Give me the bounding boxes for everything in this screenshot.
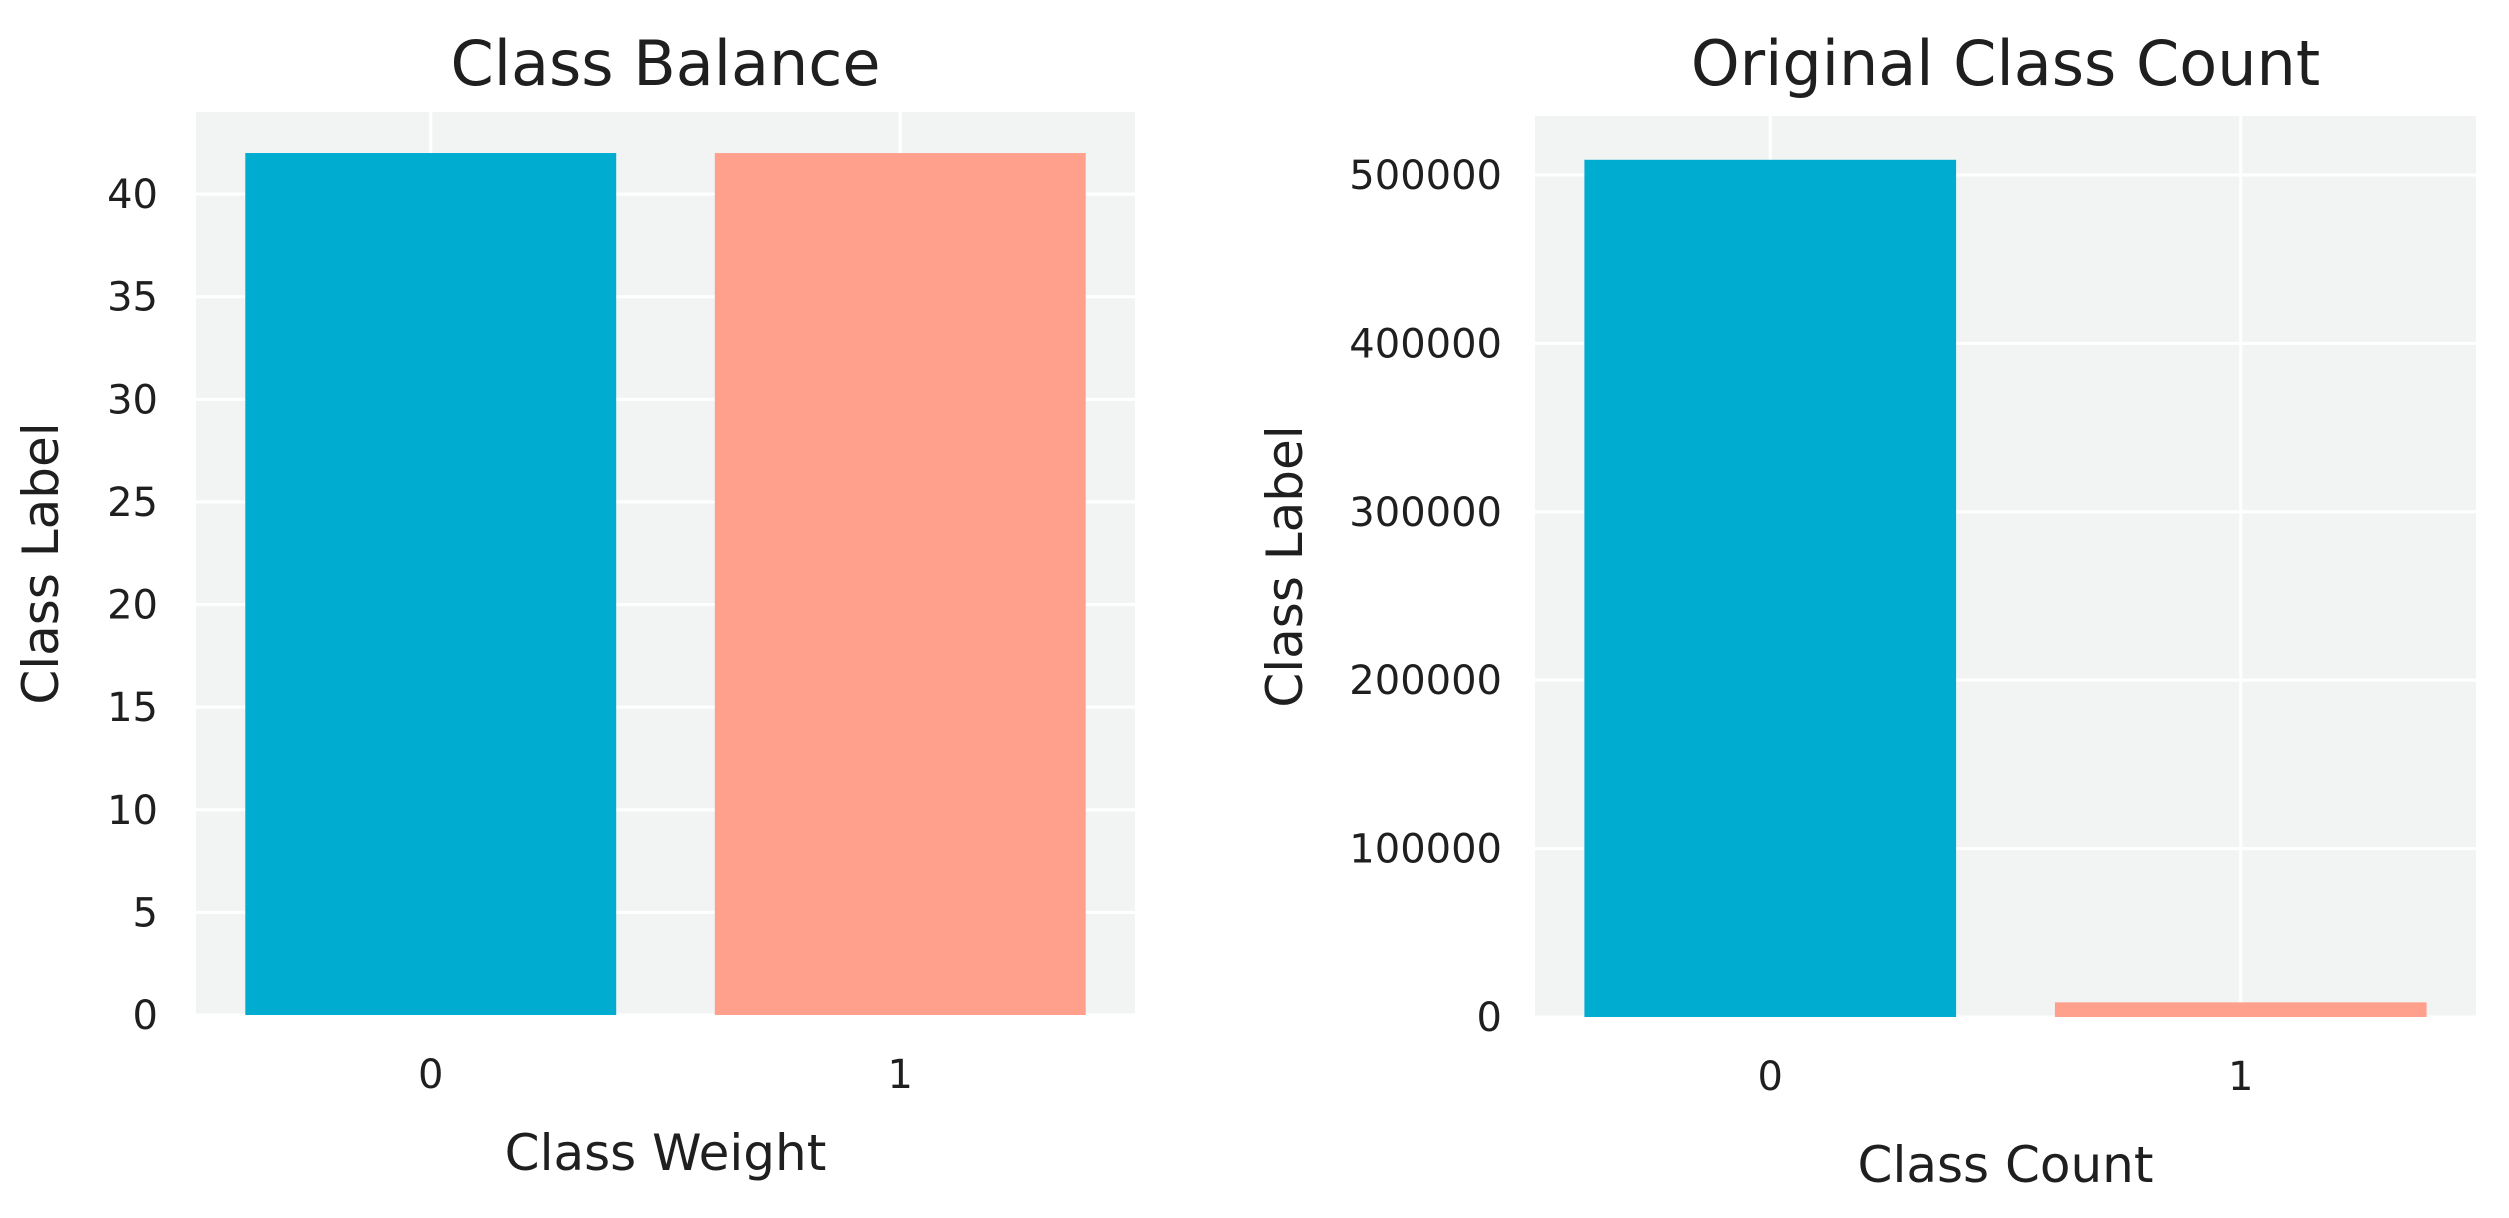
y-tick-label: 15 — [107, 685, 158, 731]
bar-0 — [245, 153, 617, 1015]
y-tick-label: 0 — [1477, 995, 1502, 1041]
y-tick-label: 400000 — [1349, 321, 1502, 367]
bar-1 — [714, 153, 1086, 1015]
y-tick-label: 0 — [133, 993, 158, 1039]
y-tick-label: 35 — [107, 275, 158, 321]
y-tick-label: 20 — [107, 583, 158, 629]
y-axis-label: Class Label — [12, 422, 70, 704]
y-tick-label: 10 — [107, 788, 158, 834]
x-tick-label: 1 — [2228, 1054, 2253, 1100]
bar-0 — [1584, 159, 1957, 1017]
y-tick-label: 100000 — [1349, 827, 1502, 873]
y-tick-label: 5 — [133, 890, 158, 936]
y-tick-label: 500000 — [1349, 153, 1502, 199]
chart-title: Original Class Count — [1691, 27, 2320, 100]
x-tick-label: 1 — [888, 1052, 913, 1098]
y-tick-label: 300000 — [1349, 490, 1502, 536]
x-axis-label: Class Weight — [505, 1124, 827, 1182]
y-axis-label: Class Label — [1256, 425, 1314, 707]
y-tick-label: 40 — [107, 172, 158, 218]
chart-class-balance: Class Balance 0 5 10 15 20 25 30 35 40 0 1 Class Wei… — [12, 27, 1135, 1182]
y-tick-label: 25 — [107, 480, 158, 526]
y-tick-label: 30 — [107, 377, 158, 423]
x-axis-label: Class Count — [1858, 1136, 2154, 1194]
bar-1 — [2054, 1002, 2427, 1017]
y-tick-label: 200000 — [1349, 658, 1502, 704]
x-tick-label: 0 — [418, 1052, 443, 1098]
x-tick-label: 0 — [1758, 1054, 1783, 1100]
chart-original-class-count: Original Class Count 0 100000 200000 300000 4… — [1256, 27, 2476, 1194]
chart-title: Class Balance — [450, 27, 880, 100]
